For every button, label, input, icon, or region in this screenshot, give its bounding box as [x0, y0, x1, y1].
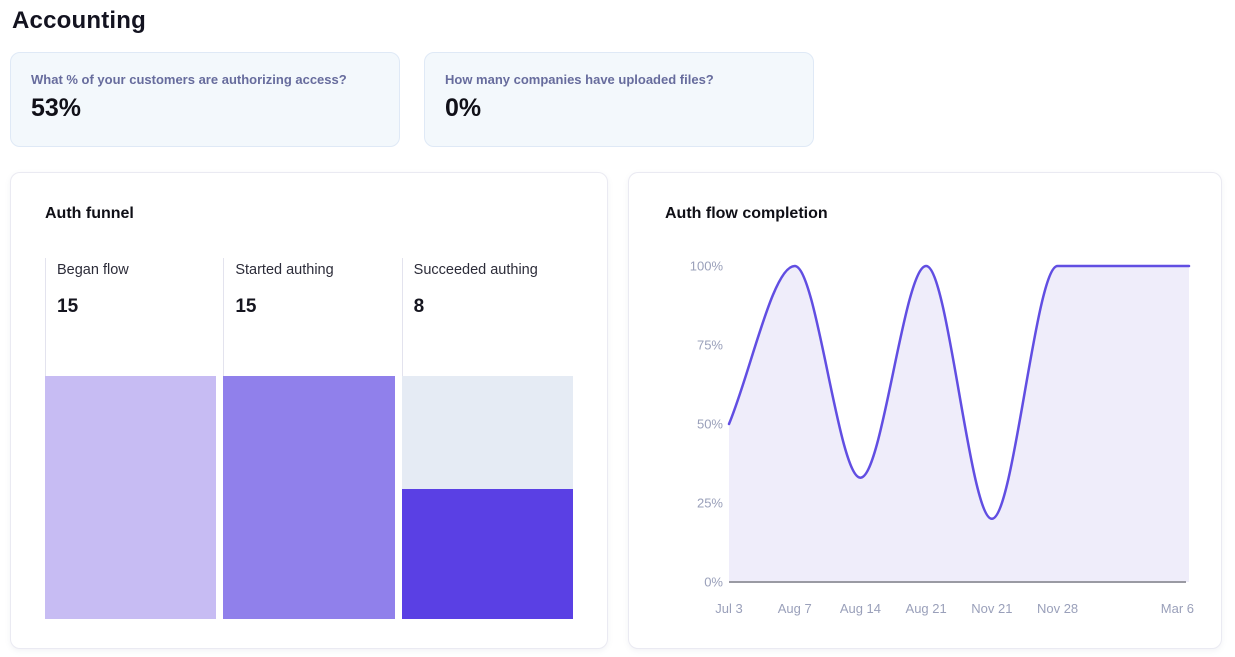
auth-funnel-card: Auth funnel Began flow 15 Started authing 1…	[10, 172, 608, 649]
funnel-stage-value: 15	[57, 296, 79, 317]
x-axis-tick-label: Nov 21	[971, 601, 1012, 616]
stats-row: What % of your customers are authorizing…	[10, 52, 1223, 147]
funnel-stage-label: Succeeded authing	[413, 262, 538, 278]
x-axis-tick-label: Nov 28	[1037, 601, 1078, 616]
y-axis-tick-label: 100%	[690, 259, 724, 274]
auth-flow-completion-chart[interactable]: 0% 25% 50% 75% 100% Jul 3 Aug 7 Aug 14 Aug 21 Nov…	[665, 243, 1194, 623]
x-axis-tick-label: Aug 14	[840, 601, 881, 616]
stat-question: How many companies have uploaded files?	[445, 72, 714, 87]
funnel-bar-track[interactable]	[45, 376, 217, 619]
y-axis-tick-label: 0%	[704, 575, 723, 590]
funnel-stage-header: Started authing 15	[223, 258, 394, 376]
funnel-bar-track[interactable]	[223, 376, 395, 619]
x-axis-tick-label: Mar 6	[1161, 601, 1194, 616]
x-axis-tick-label: Aug 7	[778, 601, 812, 616]
funnel-bar[interactable]	[223, 376, 395, 619]
funnel-stage-label: Started authing	[235, 262, 334, 278]
funnel-bar-track[interactable]	[401, 376, 573, 619]
x-axis-tick-label: Aug 21	[906, 601, 947, 616]
funnel-stage: Began flow 15	[45, 258, 217, 619]
y-axis-tick-label: 25%	[697, 496, 723, 511]
y-axis-tick-label: 50%	[697, 417, 723, 432]
funnel-bar[interactable]	[45, 376, 217, 619]
page-title: Accounting	[12, 7, 146, 34]
funnel-bar[interactable]	[401, 489, 573, 619]
area-fill	[729, 266, 1189, 582]
funnel-stage-value: 8	[413, 296, 425, 317]
stat-question: What % of your customers are authorizing…	[31, 72, 347, 87]
y-axis-tick-label: 75%	[697, 338, 723, 353]
x-axis-tick-label: Jul 3	[715, 601, 742, 616]
auth-flow-completion-card: Auth flow completion 0% 25% 50% 75% 100% Jul …	[628, 172, 1222, 649]
funnel-stage-label: Began flow	[57, 262, 129, 278]
funnel-stage-header: Succeeded authing 8	[401, 258, 573, 376]
funnel-stage: Succeeded authing 8	[401, 258, 573, 619]
funnel-stage-value: 15	[235, 296, 257, 317]
stat-value: 53%	[31, 94, 82, 122]
stat-value: 0%	[445, 94, 482, 122]
funnel-stage-header: Began flow 15	[45, 258, 216, 376]
funnel-title: Auth funnel	[45, 205, 134, 222]
auth-funnel-chart: Began flow 15 Started authing 15 Succeeded a…	[45, 258, 573, 619]
stat-card-uploaded-files: How many companies have uploaded files? …	[424, 52, 814, 147]
line-chart-title: Auth flow completion	[665, 205, 828, 222]
stat-card-authorizing-access: What % of your customers are authorizing…	[10, 52, 400, 147]
charts-row: Auth funnel Began flow 15 Started authing 1…	[10, 172, 1223, 649]
funnel-stage: Started authing 15	[223, 258, 395, 619]
completion-line	[727, 264, 1191, 521]
